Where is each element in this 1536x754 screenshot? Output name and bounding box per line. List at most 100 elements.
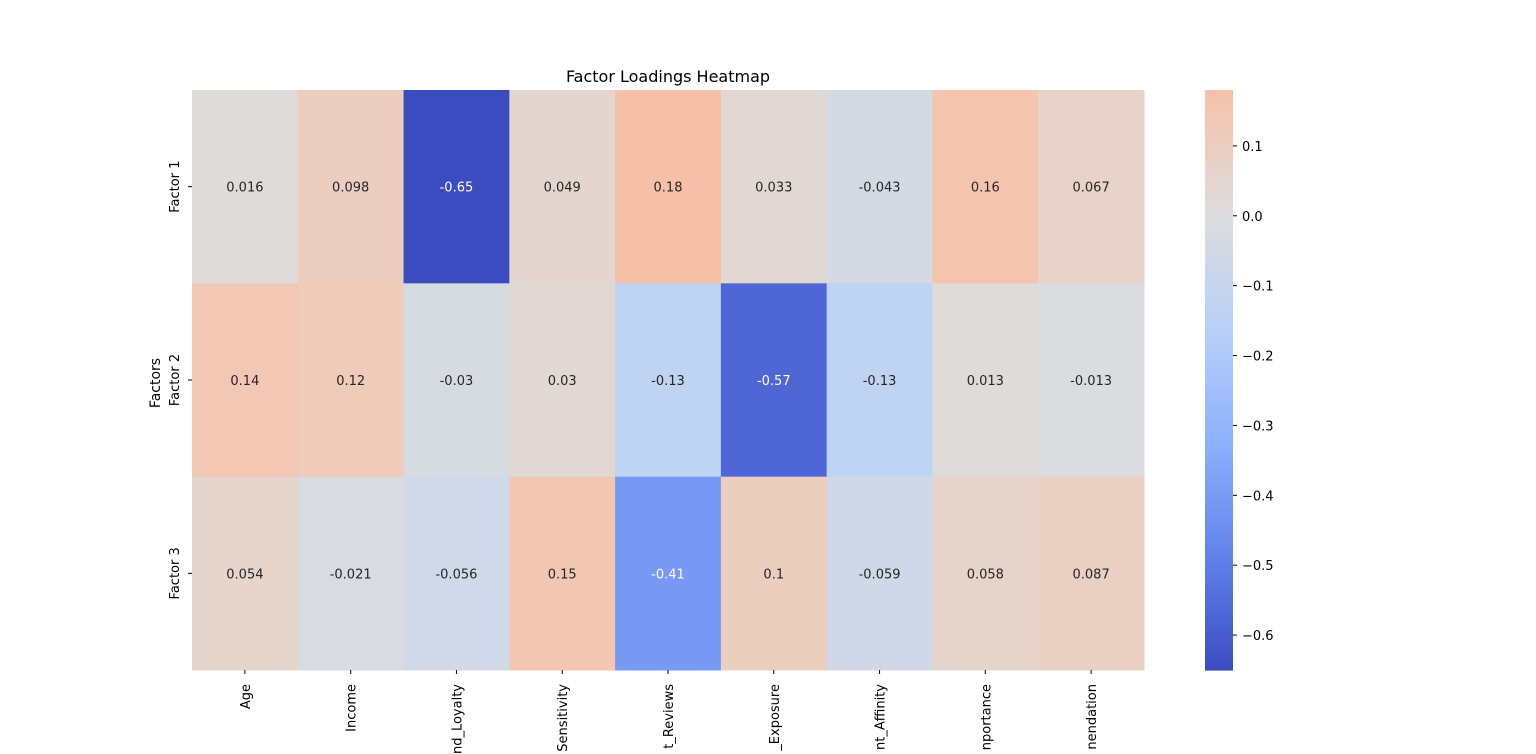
colorbar-gradient-segment: [1205, 660, 1233, 666]
column-labels: Age Income nd_Loyalty Sensitivity t_Reviews _…: [239, 670, 1100, 754]
cell-value-label: 0.16: [971, 181, 1000, 196]
heatmap-cell: [297, 90, 405, 284]
colorbar-gradient-segment: [1205, 201, 1233, 207]
x-tick-label: t_Reviews: [662, 684, 677, 749]
colorbar-gradient-segment: [1205, 312, 1233, 318]
heatmap-cell: [403, 283, 510, 478]
colorbar-gradient-segment: [1205, 254, 1233, 260]
colorbar-gradient-segment: [1205, 138, 1233, 144]
heatmap-cell: [403, 476, 510, 671]
x-tick-label: _Exposure: [768, 684, 783, 752]
colorbar-gradient-segment: [1205, 447, 1233, 454]
colorbar-gradient-segment: [1205, 157, 1233, 164]
colorbar-gradient-segment: [1205, 109, 1233, 115]
colorbar-gradient-segment: [1205, 119, 1233, 125]
cell-value-label: -0.059: [859, 567, 901, 582]
colorbar-gradient-segment: [1205, 389, 1233, 396]
colorbar-gradient-segment: [1205, 104, 1233, 110]
colorbar-gradient-segment: [1205, 181, 1233, 188]
colorbar-gradient-segment: [1205, 563, 1233, 570]
x-tick-label: nendation: [1085, 684, 1100, 750]
colorbar-gradient-segment: [1205, 467, 1233, 473]
heatmap-cell: [720, 476, 828, 671]
colorbar-gradient-segment: [1205, 520, 1233, 526]
colorbar-gradient-segment: [1205, 404, 1233, 410]
colorbar-gradient-segment: [1205, 235, 1233, 241]
colorbar-gradient-segment: [1205, 230, 1233, 236]
colorbar-gradient-segment: [1205, 558, 1233, 565]
colorbar-gradient-segment: [1205, 655, 1233, 661]
colorbar-gradient-segment: [1205, 210, 1233, 217]
colorbar-gradient-segment: [1205, 259, 1233, 265]
x-tick-label: Income: [345, 684, 360, 732]
heatmap-cells: 0.016 0.098 -0.65 0.049 0.18 0.033 -0.043 0.16 0…: [192, 90, 1145, 671]
colorbar-gradient-segment: [1205, 239, 1233, 246]
cell-value-label: 0.033: [755, 181, 792, 196]
colorbar-gradient-segment: [1205, 399, 1233, 405]
colorbar-gradient-segment: [1205, 500, 1233, 507]
colorbar-gradient-segment: [1205, 293, 1233, 299]
colorbar-gradient-segment: [1205, 544, 1233, 550]
colorbar-gradient-segment: [1205, 365, 1233, 371]
colorbar-gradient-segment: [1205, 123, 1233, 130]
colorbar-tick-label: −0.1: [1242, 280, 1274, 295]
colorbar-gradient-segment: [1205, 457, 1233, 463]
colorbar-gradient-segment: [1205, 568, 1233, 574]
colorbar-gradient-segment: [1205, 133, 1233, 139]
colorbar-gradient-segment: [1205, 583, 1233, 589]
colorbar-gradient-segment: [1205, 317, 1233, 323]
colorbar-gradient-segment: [1205, 442, 1233, 449]
colorbar-gradient-segment: [1205, 341, 1233, 347]
colorbar-gradient-segment: [1205, 346, 1233, 352]
colorbar-gradient-segment: [1205, 152, 1233, 159]
heatmap-cell: [720, 283, 828, 478]
colorbar-gradient-segment: [1205, 186, 1233, 193]
colorbar-gradient-segment: [1205, 602, 1233, 608]
colorbar-gradient-segment: [1205, 331, 1233, 338]
x-tick-label: nt_Affinity: [874, 684, 889, 750]
colorbar-gradient-segment: [1205, 336, 1233, 342]
colorbar-tick-label: −0.2: [1242, 350, 1274, 365]
heatmap-cell: [1038, 283, 1145, 478]
heatmap-cell: [826, 283, 933, 478]
colorbar-gradient-segment: [1205, 423, 1233, 429]
colorbar: 0.1 0.0 −0.1 −0.2 −0.3 −0.4 −0.5 −0.6: [1205, 90, 1274, 671]
colorbar-gradient-segment: [1205, 215, 1233, 222]
cell-value-label: -0.13: [651, 374, 685, 389]
colorbar-gradient-segment: [1205, 650, 1233, 657]
colorbar-gradient-segment: [1205, 384, 1233, 391]
colorbar-gradient-segment: [1205, 554, 1233, 560]
cell-value-label: 0.087: [1073, 567, 1110, 582]
y-axis-label: Factors: [148, 358, 164, 408]
colorbar-gradient-segment: [1205, 481, 1233, 487]
colorbar-gradient-segment: [1205, 607, 1233, 613]
colorbar-gradient-segment: [1205, 471, 1233, 478]
heatmap-cell: [297, 283, 405, 478]
cell-value-label: 0.049: [544, 181, 581, 196]
cell-value-label: 0.054: [226, 567, 263, 582]
cell-value-label: -0.021: [330, 567, 372, 582]
colorbar-gradient-segment: [1205, 278, 1233, 284]
colorbar-gradient-segment: [1205, 249, 1233, 255]
colorbar-gradient-segment: [1205, 525, 1233, 531]
cell-value-label: 0.18: [654, 181, 683, 196]
colorbar-gradient-segment: [1205, 114, 1233, 120]
cell-value-label: -0.57: [757, 374, 791, 389]
colorbar-gradient-segment: [1205, 505, 1233, 512]
colorbar-gradient-segment: [1205, 302, 1233, 309]
colorbar-gradient-segment: [1205, 597, 1233, 603]
cell-value-label: -0.043: [859, 181, 901, 196]
heatmap-cell: [509, 283, 616, 478]
colorbar-tick-label: 0.1: [1242, 140, 1263, 155]
heatmap-cell: [826, 476, 933, 671]
colorbar-gradient-segment: [1205, 636, 1233, 642]
x-tick-label: Sensitivity: [556, 684, 571, 752]
cell-value-label: 0.067: [1073, 181, 1110, 196]
colorbar-gradient-segment: [1205, 206, 1233, 212]
heatmap-cell: [932, 90, 1039, 284]
cell-value-label: -0.41: [651, 567, 685, 582]
colorbar-gradient-segment: [1205, 621, 1233, 628]
heatmap-cell: [615, 90, 722, 284]
colorbar-tick-label: −0.4: [1242, 489, 1274, 504]
